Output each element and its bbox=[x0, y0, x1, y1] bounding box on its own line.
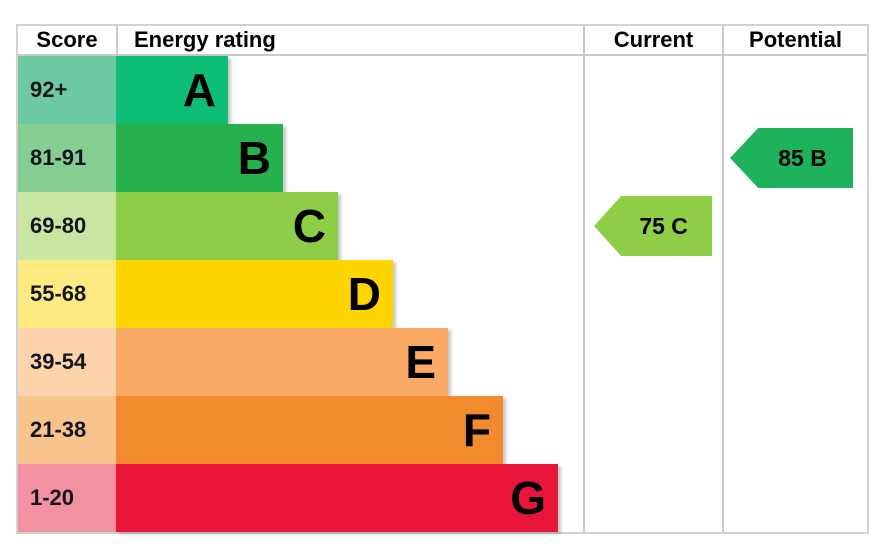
score-range-label: 1-20 bbox=[30, 485, 75, 510]
potential-column-cell bbox=[722, 56, 867, 124]
band-rows: 92+ A 81-91 B 85 B 69-80 C 75 bbox=[18, 56, 867, 532]
rating-bar-area: G bbox=[116, 464, 583, 532]
header-current: Current bbox=[583, 26, 722, 54]
header-row: Score Energy rating Current Potential bbox=[18, 26, 867, 56]
current-rating-arrow: 75 C bbox=[594, 196, 712, 256]
current-column-cell bbox=[583, 124, 722, 192]
rating-letter: B bbox=[237, 132, 271, 184]
score-range-cell: 55-68 bbox=[18, 260, 116, 328]
score-range-label: 81-91 bbox=[30, 145, 87, 170]
score-range-cell: 69-80 bbox=[18, 192, 116, 260]
band-row: 55-68 D bbox=[18, 260, 867, 328]
current-column-cell bbox=[583, 396, 722, 464]
rating-letter: A bbox=[182, 64, 216, 116]
score-range-label: 69-80 bbox=[30, 213, 87, 238]
rating-bar: A bbox=[116, 56, 228, 124]
score-range-label: 39-54 bbox=[30, 349, 87, 374]
score-range-cell: 1-20 bbox=[18, 464, 116, 532]
rating-letter: G bbox=[510, 472, 546, 524]
score-range-cell: 21-38 bbox=[18, 396, 116, 464]
current-column-cell bbox=[583, 56, 722, 124]
rating-letter: F bbox=[462, 404, 491, 456]
epc-rating-chart: Score Energy rating Current Potential 92… bbox=[16, 24, 869, 534]
header-score: Score bbox=[36, 27, 98, 52]
band-row: 39-54 E bbox=[18, 328, 867, 396]
potential-column-cell bbox=[722, 192, 867, 260]
rating-bar-area: A bbox=[116, 56, 583, 124]
score-range-label: 92+ bbox=[30, 77, 68, 102]
potential-column-cell bbox=[722, 328, 867, 396]
header-energy-rating: Energy rating bbox=[116, 26, 583, 54]
current-column-cell bbox=[583, 260, 722, 328]
rating-letter: E bbox=[405, 336, 436, 388]
band-row: 1-20 G bbox=[18, 464, 867, 532]
rating-bar-area: D bbox=[116, 260, 583, 328]
header-potential: Potential bbox=[722, 26, 867, 54]
potential-column-cell: 85 B bbox=[722, 124, 867, 192]
potential-column-cell bbox=[722, 396, 867, 464]
potential-column-cell bbox=[722, 260, 867, 328]
rating-bar: F bbox=[116, 396, 503, 464]
current-column-cell bbox=[583, 464, 722, 532]
rating-bar: B bbox=[116, 124, 283, 192]
rating-letter: D bbox=[347, 268, 381, 320]
potential-rating-arrow: 85 B bbox=[730, 128, 853, 188]
score-range-cell: 39-54 bbox=[18, 328, 116, 396]
score-range-cell: 81-91 bbox=[18, 124, 116, 192]
band-row: 92+ A bbox=[18, 56, 867, 124]
rating-bar-area: B bbox=[116, 124, 583, 192]
rating-bar: D bbox=[116, 260, 393, 328]
band-row: 81-91 B 85 B bbox=[18, 124, 867, 192]
rating-bar-area: E bbox=[116, 328, 583, 396]
score-range-label: 21-38 bbox=[30, 417, 87, 442]
current-rating-label: 75 C bbox=[639, 212, 688, 239]
current-column-cell bbox=[583, 328, 722, 396]
potential-column-cell bbox=[722, 464, 867, 532]
score-range-cell: 92+ bbox=[18, 56, 116, 124]
potential-rating-label: 85 B bbox=[778, 144, 827, 171]
current-column-cell: 75 C bbox=[583, 192, 722, 260]
score-range-label: 55-68 bbox=[30, 281, 87, 306]
epc-table: Score Energy rating Current Potential 92… bbox=[16, 24, 869, 534]
rating-bar-area: C bbox=[116, 192, 583, 260]
rating-letter: C bbox=[292, 200, 326, 252]
rating-bar: E bbox=[116, 328, 448, 396]
band-row: 21-38 F bbox=[18, 396, 867, 464]
rating-bar: C bbox=[116, 192, 338, 260]
band-row: 69-80 C 75 C bbox=[18, 192, 867, 260]
rating-bar: G bbox=[116, 464, 558, 532]
rating-bar-area: F bbox=[116, 396, 583, 464]
